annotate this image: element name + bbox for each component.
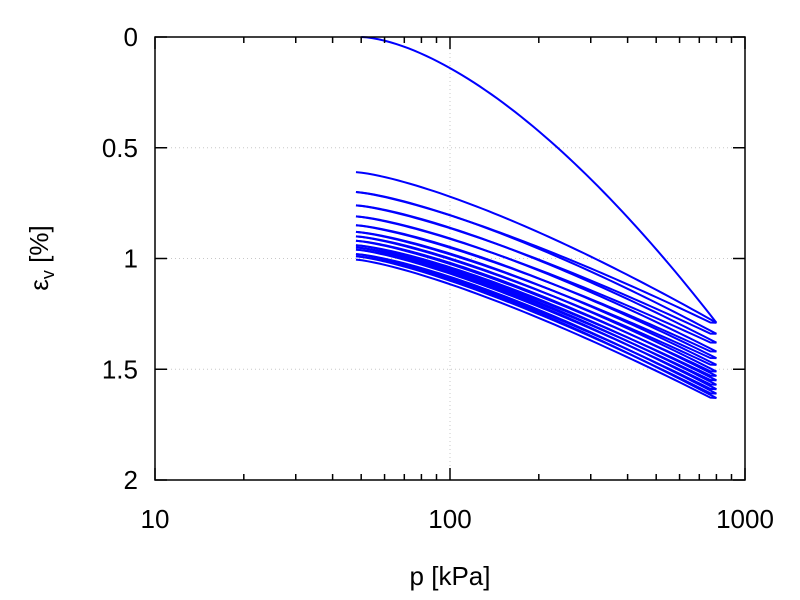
- x-tick-label: 10: [141, 504, 170, 534]
- y-tick-label: 1.5: [102, 354, 138, 384]
- y-tick-label: 0.5: [102, 133, 138, 163]
- cycle-curve: [355, 235, 717, 373]
- initial-loading-curve: [361, 36, 718, 324]
- cycle-curve: [355, 253, 717, 395]
- y-axis-label: εv [%]: [24, 225, 58, 290]
- cycle-curve: [355, 248, 717, 391]
- y-axis-label-subscript: v: [38, 270, 58, 279]
- tick-labels: 10 100 1000 0 0.5 1 1.5 2: [102, 22, 774, 534]
- series-group: [355, 36, 718, 400]
- y-tick-label: 0: [124, 22, 138, 52]
- y-axis-label-main: ε: [24, 279, 54, 291]
- y-tick-label: 1: [124, 244, 138, 274]
- axis-ticks: [154, 36, 746, 481]
- y-tick-label: 2: [124, 465, 138, 495]
- cycle-curve: [355, 246, 717, 386]
- cycle-curve: [355, 239, 717, 377]
- x-tick-label: 100: [428, 504, 471, 534]
- y-axis-label-unit: [%]: [24, 225, 54, 270]
- x-axis-label: p [kPa]: [410, 561, 491, 591]
- cycle-curve: [355, 244, 717, 382]
- x-tick-label: 1000: [716, 504, 774, 534]
- cycle-curve: [355, 255, 717, 400]
